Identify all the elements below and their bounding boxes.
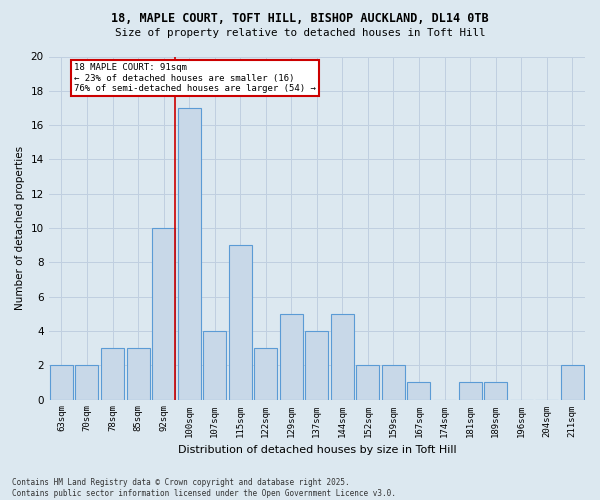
Bar	[458, 382, 482, 400]
Bar	[178, 108, 200, 400]
Y-axis label: Number of detached properties: Number of detached properties	[15, 146, 25, 310]
Bar	[203, 331, 226, 400]
Bar	[229, 245, 252, 400]
Bar	[152, 228, 175, 400]
Bar	[561, 365, 584, 400]
Bar	[407, 382, 430, 400]
Bar	[331, 314, 354, 400]
Bar	[356, 365, 379, 400]
Bar	[484, 382, 507, 400]
Bar	[127, 348, 149, 400]
Bar	[382, 365, 405, 400]
Bar	[305, 331, 328, 400]
Bar	[280, 314, 303, 400]
X-axis label: Distribution of detached houses by size in Toft Hill: Distribution of detached houses by size …	[178, 445, 456, 455]
Bar	[76, 365, 98, 400]
Bar	[101, 348, 124, 400]
Bar	[50, 365, 73, 400]
Text: Contains HM Land Registry data © Crown copyright and database right 2025.
Contai: Contains HM Land Registry data © Crown c…	[12, 478, 396, 498]
Bar	[254, 348, 277, 400]
Text: Size of property relative to detached houses in Toft Hill: Size of property relative to detached ho…	[115, 28, 485, 38]
Text: 18, MAPLE COURT, TOFT HILL, BISHOP AUCKLAND, DL14 0TB: 18, MAPLE COURT, TOFT HILL, BISHOP AUCKL…	[111, 12, 489, 26]
Text: 18 MAPLE COURT: 91sqm
← 23% of detached houses are smaller (16)
76% of semi-deta: 18 MAPLE COURT: 91sqm ← 23% of detached …	[74, 64, 316, 93]
